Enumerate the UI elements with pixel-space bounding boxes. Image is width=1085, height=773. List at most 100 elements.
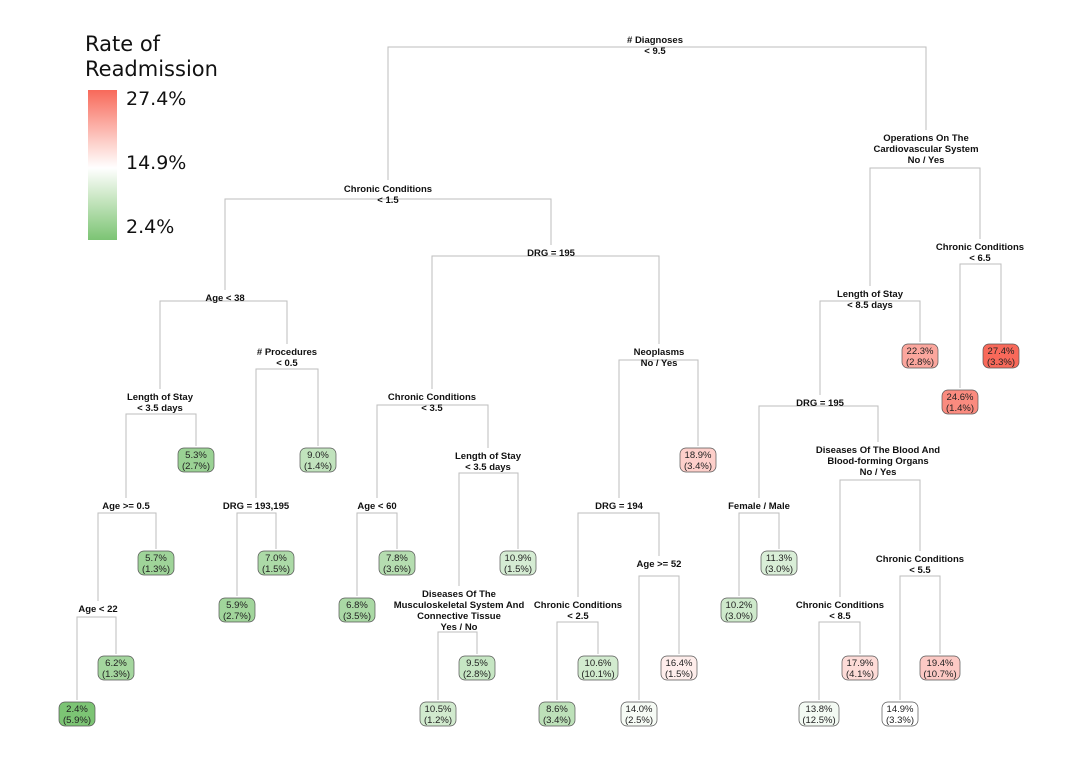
leaf-node-l17: 18.9%(3.4%) [679,447,717,473]
leaf-rate: 9.0% [307,450,329,461]
connector-s-musc [437,631,478,700]
leaf-rate: 18.9% [685,450,712,461]
split-line: Chronic Conditions [876,554,964,565]
split-line: < 8.5 days [847,300,893,311]
leaf-box [798,701,840,727]
split-line: DRG = 193,195 [223,501,290,512]
split-line: Yes / No [441,622,478,633]
leaf-share: (3.4%) [543,715,571,726]
split-line: No / Yes [641,358,678,369]
connector-s-ops [869,167,981,286]
leaf-node-l9: 7.8%(3.6%) [378,550,416,576]
leaf-share: (1.5%) [504,564,532,575]
split-line: < 2.5 [567,611,589,622]
split-line: Age < 22 [78,604,117,615]
split-line: Chronic Conditions [936,242,1024,253]
split-label-s-los35b: Length of Stay < 3.5 days [455,451,522,473]
leaf-node-l24: 22.3%(2.8%) [901,343,939,369]
split-line: Age >= 52 [637,559,682,570]
leaf-box [660,655,698,681]
leaf-share: (3.0%) [765,564,793,575]
leaf-node-l12: 10.9%(1.5%) [499,550,537,576]
leaf-box [338,597,376,623]
leaf-rate: 2.4% [66,704,88,715]
leaf-box [97,655,135,681]
leaf-share: (1.5%) [262,564,290,575]
leaf-share: (3.3%) [886,715,914,726]
leaf-node-l1: 2.4%(5.9%) [58,701,96,727]
connector-s-diag [387,46,927,180]
connector-s-age52 [638,575,680,700]
leaf-rate: 7.0% [265,553,287,564]
connector-s-age60 [356,512,398,596]
connector-s-drg194 [577,512,660,597]
split-line: Diseases Of The [422,589,496,600]
leaf-box [881,701,919,727]
leaf-box [760,550,798,576]
leaf-box [177,447,215,473]
legend-title-line2: Readmission [85,57,218,81]
split-label-s-age60: Age < 60 [357,501,396,512]
leaf-node-l23: 19.4%(10.7%) [919,655,961,681]
split-line: # Diagnoses [627,35,683,46]
split-label-s-los85: Length of Stay < 8.5 days [837,289,904,311]
split-line: < 6.5 [969,253,991,264]
leaf-rate: 14.0% [626,704,653,715]
leaf-share: (1.2%) [424,715,452,726]
leaf-rate: 16.4% [666,658,693,669]
split-label-s-ops: Operations On The Cardiovascular System No… [873,133,978,166]
leaf-box [919,655,961,681]
legend-mid-label: 14.9% [126,152,187,174]
split-label-s-drg195a: DRG = 195 [527,248,576,259]
leaf-rate: 22.3% [907,346,934,357]
connector-s-los35a [125,413,197,498]
leaf-share: (2.8%) [906,357,934,368]
split-line: < 5.5 [909,565,931,576]
connector-s-blood [839,479,921,597]
legend-title-line1: Rate of [85,32,161,56]
split-label-s-cc15: Chronic Conditions < 1.5 [344,184,432,206]
leaf-node-l10: 10.5%(1.2%) [419,701,457,727]
leaf-node-l20: 13.8%(12.5%) [798,701,840,727]
leaf-share: (10.7%) [923,669,956,680]
split-label-s-proc: # Procedures < 0.5 [257,347,317,369]
legend-title: Rate of Readmission [85,32,218,82]
leaf-box [419,701,457,727]
split-line: Female / Male [728,501,790,512]
leaf-node-l15: 14.0%(2.5%) [620,701,658,727]
leaf-node-l18: 10.2%(3.0%) [720,597,758,623]
split-line: DRG = 195 [527,248,576,259]
leaf-node-l3: 5.7%(1.3%) [137,550,175,576]
leaf-box [901,343,939,369]
connector-s-sex [738,512,780,596]
leaf-share: (1.3%) [142,564,170,575]
leaf-rate: 27.4% [988,346,1015,357]
leaf-rate: 9.5% [466,658,488,669]
connector-s-cc35 [376,404,489,498]
leaf-share: (2.7%) [182,461,210,472]
leaf-rate: 10.5% [425,704,452,715]
split-line: < 9.5 [644,46,666,57]
connector-s-cc85 [818,621,861,700]
leaf-rate: 8.6% [546,704,568,715]
split-label-s-cc85: Chronic Conditions < 8.5 [796,600,884,622]
split-label-s-los35a: Length of Stay < 3.5 days [127,392,194,414]
split-line: Length of Stay [837,289,904,300]
leaf-node-l11: 9.5%(2.8%) [458,655,496,681]
split-line: Age >= 0.5 [102,501,150,512]
leaf-rate: 19.4% [927,658,954,669]
split-line: < 0.5 [276,358,298,369]
leaf-box [378,550,416,576]
leaf-rate: 10.2% [726,600,753,611]
leaf-share: (1.3%) [102,669,130,680]
leaf-node-l16: 16.4%(1.5%) [660,655,698,681]
split-label-s-drg193: DRG = 193,195 [223,501,290,512]
tree-connectors [76,46,1002,700]
leaf-box [941,389,979,415]
split-line: DRG = 195 [796,398,845,409]
leaf-rate: 5.7% [145,553,167,564]
connector-s-age05 [97,512,157,601]
leaf-share: (1.4%) [946,403,974,414]
